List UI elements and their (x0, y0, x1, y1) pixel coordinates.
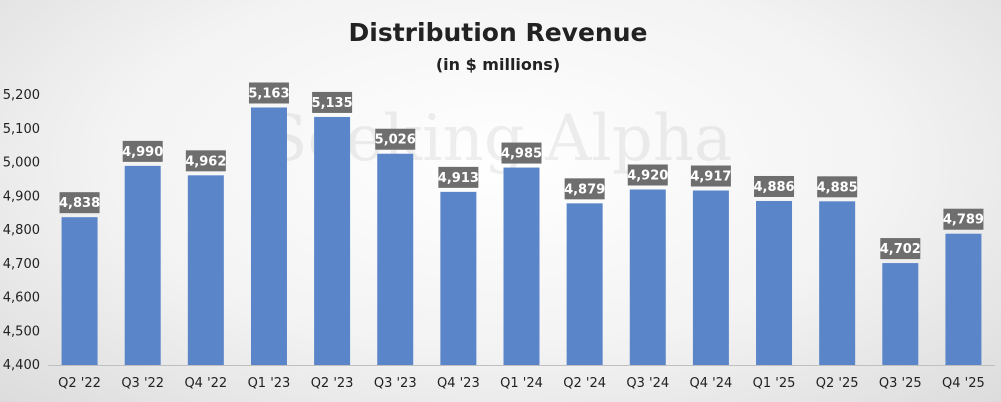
data-label: 4,917 (690, 170, 731, 185)
data-label-box (501, 142, 542, 164)
data-label: 5,135 (312, 96, 353, 111)
bar (61, 217, 98, 365)
y-tick-label: 4,900 (3, 189, 40, 204)
y-tick-label: 4,700 (3, 257, 40, 272)
x-tick-label: Q1 '25 (753, 376, 796, 391)
bar (124, 165, 161, 365)
data-label: 4,985 (501, 147, 542, 162)
bar (692, 190, 729, 365)
chart-subtitle: (in $ millions) (436, 55, 560, 74)
x-tick-label: Q3 '24 (626, 376, 669, 391)
data-label: 4,962 (185, 154, 226, 169)
data-label-box (943, 208, 984, 230)
x-axis: Q2 '22 Q3 '22 Q4 '22 Q1 '23 Q2 '23 Q3 '23 Q4 '… (58, 376, 985, 391)
data-label-box (375, 128, 416, 150)
bar (566, 203, 603, 365)
bar (756, 200, 793, 365)
chart-title: Distribution Revenue (349, 18, 648, 47)
y-tick-label: 5,000 (3, 156, 40, 171)
bar (945, 233, 982, 365)
data-label: 4,879 (564, 182, 605, 197)
data-label-box (122, 140, 163, 162)
bar (187, 175, 224, 365)
data-label-box (627, 164, 668, 186)
x-tick-label: Q4 '25 (942, 376, 985, 391)
data-label: 5,026 (375, 133, 416, 148)
x-tick-label: Q4 '22 (184, 376, 227, 391)
data-label-box (248, 82, 289, 104)
data-label-box (817, 176, 858, 198)
data-label-box (690, 165, 731, 187)
data-label-box (312, 91, 353, 113)
bar (250, 107, 287, 366)
data-label-box (185, 150, 226, 172)
y-tick-label: 4,800 (3, 223, 40, 238)
x-tick-label: Q3 '25 (879, 376, 922, 391)
x-tick-label: Q2 '24 (563, 376, 606, 391)
y-tick-label: 5,100 (3, 122, 40, 137)
x-tick-label: Q2 '23 (311, 376, 354, 391)
bar (503, 167, 540, 365)
x-tick-label: Q4 '23 (437, 376, 480, 391)
y-tick-label: 4,400 (3, 358, 40, 373)
y-tick-label: 4,600 (3, 291, 40, 306)
data-label-box (564, 178, 605, 200)
x-tick-label: Q3 '23 (374, 376, 417, 391)
data-label: 4,789 (943, 213, 984, 228)
data-label: 4,990 (122, 145, 163, 160)
bar (629, 189, 666, 365)
data-label: 5,163 (248, 86, 289, 101)
data-label-box (438, 166, 479, 188)
data-label-box (880, 238, 921, 260)
bar (440, 191, 477, 365)
bar (377, 153, 414, 365)
x-tick-label: Q1 '23 (248, 376, 291, 391)
data-label-box (59, 192, 100, 214)
y-tick-label: 4,500 (3, 324, 40, 339)
x-tick-label: Q2 '22 (58, 376, 101, 391)
data-label: 4,885 (817, 180, 858, 195)
data-label: 4,886 (753, 180, 794, 195)
data-label: 4,913 (438, 171, 479, 186)
x-tick-label: Q2 '25 (816, 376, 859, 391)
bar (819, 201, 856, 365)
data-labels: 4,838 4,990 4,962 5,163 5,135 5,026 4,913 4,985… (59, 82, 984, 260)
bar-series (61, 107, 982, 366)
x-tick-label: Q4 '24 (690, 376, 733, 391)
data-label: 4,838 (59, 196, 100, 211)
x-tick-label: Q3 '22 (121, 376, 164, 391)
bar (882, 263, 919, 365)
data-label: 4,702 (880, 242, 921, 257)
x-tick-label: Q1 '24 (500, 376, 543, 391)
data-label: 4,920 (627, 169, 668, 184)
y-tick-label: 5,200 (3, 88, 40, 103)
y-axis: 4,400 4,500 4,600 4,700 4,800 4,900 5,000 5,100… (3, 88, 40, 373)
bar (314, 116, 351, 365)
data-label-box (754, 175, 795, 197)
